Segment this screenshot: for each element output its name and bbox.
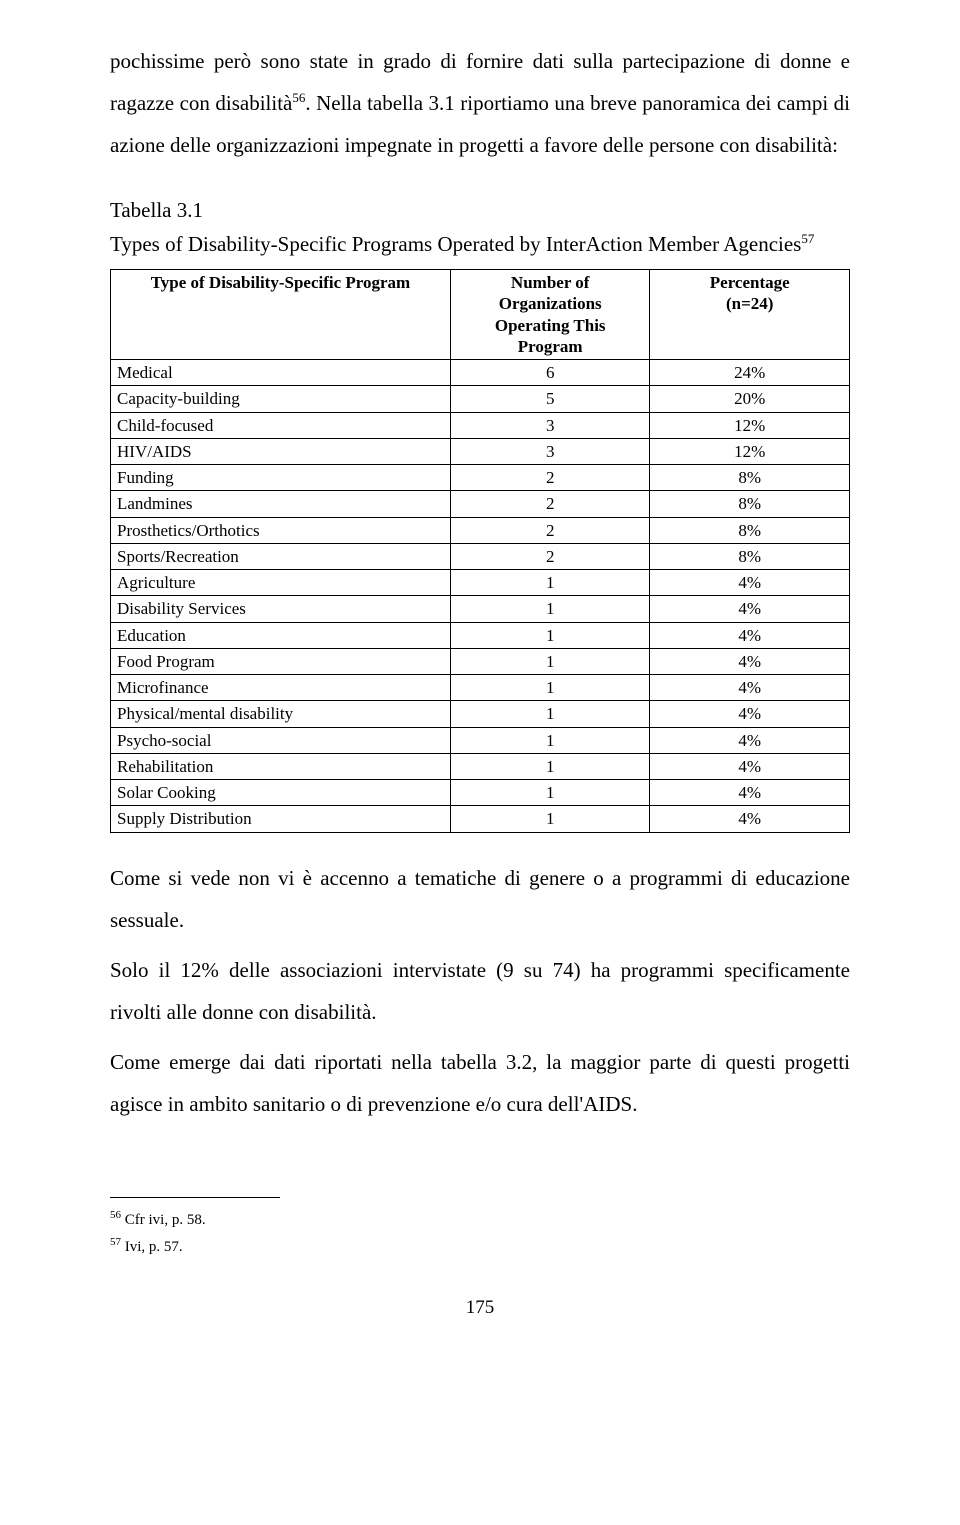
- table-cell-label: Prosthetics/Orthotics: [111, 517, 451, 543]
- footnote-ref-57: 57: [801, 231, 814, 246]
- table-cell-number: 1: [450, 648, 650, 674]
- footnote-separator: [110, 1197, 280, 1198]
- table-row: Capacity-building520%: [111, 386, 850, 412]
- table-cell-number: 1: [450, 753, 650, 779]
- table-cell-percentage: 4%: [650, 806, 850, 832]
- table-header-row: Type of Disability-Specific Program Numb…: [111, 270, 850, 360]
- table-cell-label: Psycho-social: [111, 727, 451, 753]
- table-cell-percentage: 24%: [650, 360, 850, 386]
- table-row: Psycho-social14%: [111, 727, 850, 753]
- table-cell-label: Disability Services: [111, 596, 451, 622]
- table-header-type: Type of Disability-Specific Program: [111, 270, 451, 360]
- table-cell-label: Physical/mental disability: [111, 701, 451, 727]
- table-cell-label: Child-focused: [111, 412, 451, 438]
- footnote-57-num: 57: [110, 1236, 121, 1248]
- table-cell-label: Funding: [111, 465, 451, 491]
- table-row: Physical/mental disability14%: [111, 701, 850, 727]
- table-cell-number: 3: [450, 438, 650, 464]
- table-label: Tabella 3.1: [110, 194, 850, 228]
- page-number: 175: [110, 1297, 850, 1319]
- table-cell-label: Education: [111, 622, 451, 648]
- table-row: Medical624%: [111, 360, 850, 386]
- table-cell-number: 3: [450, 412, 650, 438]
- document-page: pochissime però sono state in grado di f…: [0, 0, 960, 1359]
- table-cell-percentage: 8%: [650, 465, 850, 491]
- table-caption-block: Tabella 3.1 Types of Disability-Specific…: [110, 194, 850, 261]
- table-cell-number: 1: [450, 570, 650, 596]
- table-row: Solar Cooking14%: [111, 780, 850, 806]
- footnotes: 56 Cfr ivi, p. 58. 57 Ivi, p. 57.: [110, 1206, 850, 1261]
- table-row: Agriculture14%: [111, 570, 850, 596]
- table-cell-percentage: 8%: [650, 491, 850, 517]
- table-cell-number: 6: [450, 360, 650, 386]
- table-row: HIV/AIDS312%: [111, 438, 850, 464]
- table-cell-percentage: 12%: [650, 438, 850, 464]
- table-header-percentage: Percentage (n=24): [650, 270, 850, 360]
- disability-programs-table: Type of Disability-Specific Program Numb…: [110, 269, 850, 833]
- table-cell-label: Capacity-building: [111, 386, 451, 412]
- table-cell-percentage: 4%: [650, 675, 850, 701]
- footnote-56-text: Cfr ivi, p. 58.: [121, 1212, 206, 1228]
- table-cell-percentage: 4%: [650, 753, 850, 779]
- table-row: Education14%: [111, 622, 850, 648]
- table-cell-number: 2: [450, 543, 650, 569]
- table-cell-label: Supply Distribution: [111, 806, 451, 832]
- table-cell-label: HIV/AIDS: [111, 438, 451, 464]
- table-row: Funding28%: [111, 465, 850, 491]
- table-cell-number: 1: [450, 727, 650, 753]
- footnote-56-num: 56: [110, 1209, 121, 1221]
- table-caption: Types of Disability-Specific Programs Op…: [110, 232, 801, 256]
- table-cell-label: Rehabilitation: [111, 753, 451, 779]
- table-cell-number: 1: [450, 780, 650, 806]
- table-cell-number: 2: [450, 491, 650, 517]
- intro-paragraph: pochissime però sono state in grado di f…: [110, 40, 850, 166]
- table-cell-percentage: 8%: [650, 543, 850, 569]
- table-row: Prosthetics/Orthotics28%: [111, 517, 850, 543]
- table-cell-number: 1: [450, 675, 650, 701]
- table-cell-label: Agriculture: [111, 570, 451, 596]
- table-cell-percentage: 4%: [650, 596, 850, 622]
- table-header-number: Number of Organizations Operating This P…: [450, 270, 650, 360]
- table-cell-percentage: 12%: [650, 412, 850, 438]
- table-cell-number: 2: [450, 517, 650, 543]
- closing-p2: Solo il 12% delle associazioni intervist…: [110, 949, 850, 1033]
- footnote-ref-56: 56: [292, 90, 305, 105]
- table-row: Landmines28%: [111, 491, 850, 517]
- table-cell-number: 1: [450, 596, 650, 622]
- table-row: Rehabilitation14%: [111, 753, 850, 779]
- table-cell-number: 1: [450, 701, 650, 727]
- table-row: Child-focused312%: [111, 412, 850, 438]
- table-cell-number: 2: [450, 465, 650, 491]
- table-body: Medical624%Capacity-building520%Child-fo…: [111, 360, 850, 833]
- table-cell-percentage: 4%: [650, 648, 850, 674]
- table-cell-label: Landmines: [111, 491, 451, 517]
- table-cell-number: 5: [450, 386, 650, 412]
- table-row: Microfinance14%: [111, 675, 850, 701]
- table-row: Sports/Recreation28%: [111, 543, 850, 569]
- footnote-57-text: Ivi, p. 57.: [121, 1239, 183, 1255]
- table-cell-percentage: 4%: [650, 727, 850, 753]
- table-cell-label: Medical: [111, 360, 451, 386]
- table-cell-label: Sports/Recreation: [111, 543, 451, 569]
- table-cell-percentage: 8%: [650, 517, 850, 543]
- table-row: Supply Distribution14%: [111, 806, 850, 832]
- footnote-57: 57 Ivi, p. 57.: [110, 1233, 850, 1261]
- table-cell-label: Solar Cooking: [111, 780, 451, 806]
- table-cell-percentage: 4%: [650, 780, 850, 806]
- table-row: Disability Services14%: [111, 596, 850, 622]
- table-cell-percentage: 4%: [650, 570, 850, 596]
- table-cell-number: 1: [450, 806, 650, 832]
- table-row: Food Program14%: [111, 648, 850, 674]
- table-cell-percentage: 4%: [650, 701, 850, 727]
- closing-p1: Come si vede non vi è accenno a tematich…: [110, 857, 850, 941]
- table-cell-label: Food Program: [111, 648, 451, 674]
- footnote-56: 56 Cfr ivi, p. 58.: [110, 1206, 850, 1234]
- table-cell-number: 1: [450, 622, 650, 648]
- table-cell-percentage: 4%: [650, 622, 850, 648]
- table-cell-percentage: 20%: [650, 386, 850, 412]
- closing-paragraphs: Come si vede non vi è accenno a tematich…: [110, 857, 850, 1125]
- table-cell-label: Microfinance: [111, 675, 451, 701]
- closing-p3: Come emerge dai dati riportati nella tab…: [110, 1041, 850, 1125]
